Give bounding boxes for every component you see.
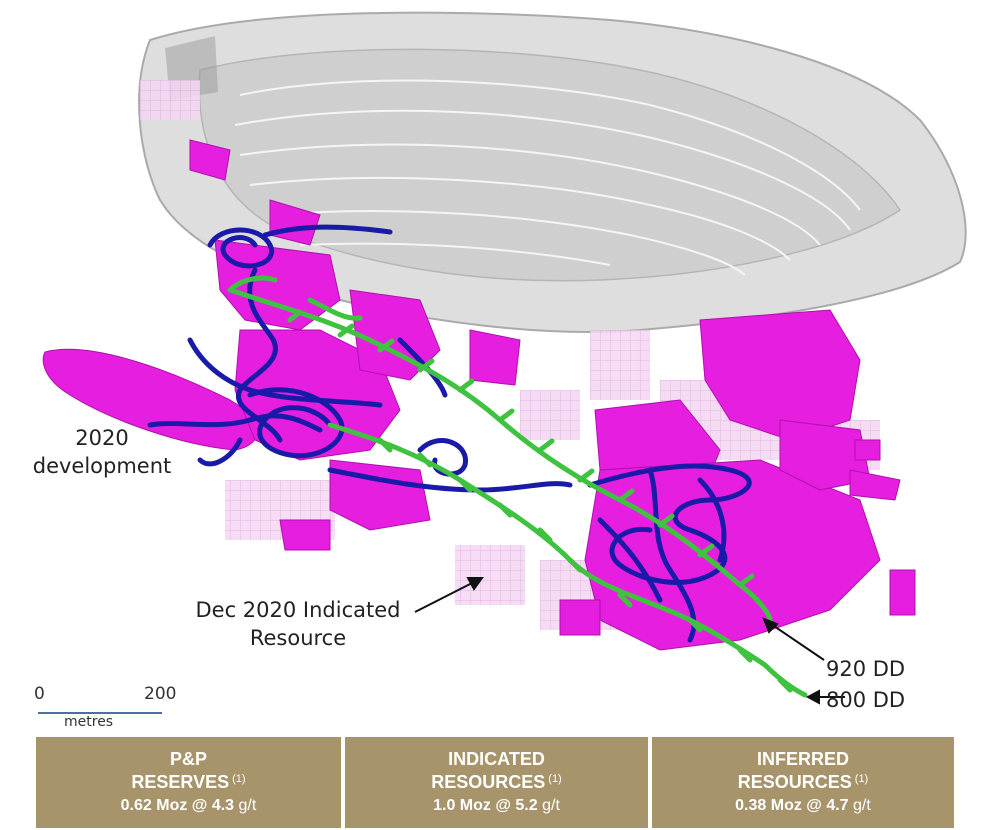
indicated-arrow-head [466, 577, 484, 591]
reserves-title: P&P [169, 749, 207, 769]
inferred-value: 0.38 Moz @ 4.7 g/t [652, 796, 954, 816]
dd800-arrow-head [805, 689, 820, 705]
label-920-dd: 920 DD [826, 657, 906, 681]
label-2020-development-line2: development [32, 454, 172, 479]
indicated-value: 1.0 Moz @ 5.2 g/t [345, 796, 648, 816]
inferred-title: INFERRED [756, 749, 849, 769]
label-indicated-resource: Dec 2020 Indicated Resource [183, 596, 413, 653]
scale-start: 0 [34, 684, 45, 704]
inferred-subtitle-text: RESOURCES [737, 772, 852, 792]
label-2020-development: 2020 development [22, 424, 182, 481]
inferred-footnote: (1) [854, 773, 869, 785]
label-indicated-resource-line1: Dec 2020 Indicated [195, 598, 401, 622]
reserves-subtitle-text: RESERVES [131, 772, 230, 792]
indicated-arrow [414, 579, 479, 613]
indicated-box: INDICATED RESOURCES (1) 1.0 Moz @ 5.2 g/t [345, 737, 648, 828]
reserves-subtitle: RESERVES (1) [36, 769, 341, 792]
inferred-unit: g/t [853, 797, 871, 814]
indicated-footnote: (1) [548, 773, 562, 785]
scale-end: 200 [144, 684, 177, 704]
indicated-title: INDICATED [448, 749, 545, 769]
dd920-arrow [767, 621, 825, 661]
indicated-subtitle: RESOURCES (1) [345, 769, 648, 792]
inferred-box: INFERRED RESOURCES (1) 0.38 Moz @ 4.7 g/t [652, 737, 954, 828]
label-indicated-resource-line2: Resource [249, 626, 347, 651]
decline-drives [227, 275, 808, 698]
label-2020-development-line1: 2020 [75, 426, 129, 450]
scale-unit: metres [64, 714, 114, 730]
label-800-dd: 800 DD [826, 688, 906, 712]
reserves-unit: g/t [238, 797, 257, 814]
reserves-footnote: (1) [232, 773, 246, 785]
dd920-arrow-head [762, 617, 779, 634]
inferred-value-text: 0.38 Moz @ 4.7 [735, 797, 849, 814]
indicated-value-text: 1.0 Moz @ 5.2 [433, 797, 538, 814]
reserves-value: 0.62 Moz @ 4.3 g/t [36, 796, 341, 816]
indicated-subtitle-text: RESOURCES [431, 772, 546, 792]
indicated-unit: g/t [542, 797, 560, 814]
reserves-value-text: 0.62 Moz @ 4.3 [120, 797, 235, 814]
scale-bar-line [38, 712, 162, 714]
scale-bar: 0 200 metres [30, 684, 180, 734]
mine-3d-model [42, 11, 967, 705]
reserves-box: P&P RESERVES (1) 0.62 Moz @ 4.3 g/t [36, 737, 341, 828]
callout-arrows [414, 577, 845, 705]
inferred-subtitle: RESOURCES (1) [652, 769, 954, 792]
